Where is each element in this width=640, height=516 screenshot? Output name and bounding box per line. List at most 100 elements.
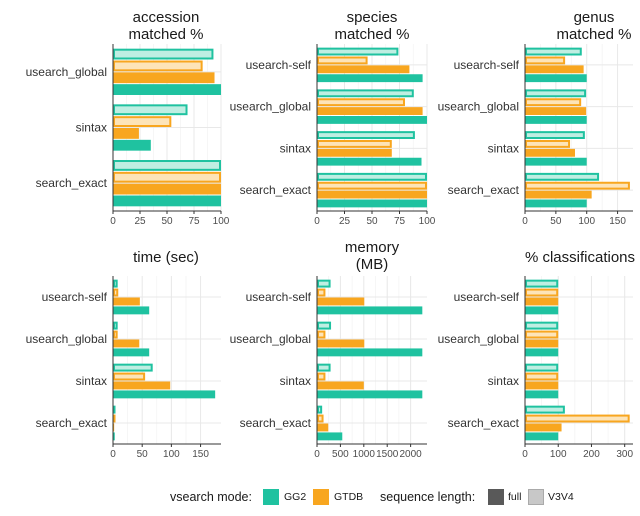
- bar-gg2-full: [525, 157, 587, 166]
- bar-gg2-v3v4: [525, 172, 600, 181]
- bar-gg2-v3v4: [525, 89, 587, 98]
- bar-gtdb-v3v4: [113, 330, 118, 339]
- x-tick-label: 100: [419, 216, 436, 227]
- bar-gtdb-full: [317, 339, 365, 348]
- legend-swatch-gtdb: [313, 489, 329, 505]
- bar-gtdb-v3v4: [525, 56, 566, 65]
- x-tick-label: 150: [609, 216, 626, 227]
- bar-gg2-full: [113, 84, 221, 95]
- category-label: usearch_global: [26, 332, 107, 346]
- bar-gtdb-v3v4: [525, 414, 630, 423]
- x-tick-label: 50: [550, 216, 562, 227]
- x-tick-label: 75: [188, 216, 200, 227]
- category-label: search_exact: [240, 183, 312, 197]
- category-label: sintax: [76, 121, 107, 135]
- x-tick-label: 0: [522, 449, 528, 460]
- bar-gtdb-v3v4: [525, 140, 571, 148]
- x-tick-label: 0: [110, 216, 116, 227]
- category-label: sintax: [488, 374, 519, 388]
- bar-gtdb-full: [113, 297, 140, 306]
- category-label: usearch-self: [454, 290, 520, 304]
- x-tick-label: 25: [339, 216, 351, 227]
- bar-gg2-v3v4: [525, 405, 565, 414]
- x-tick-label: 50: [161, 216, 173, 227]
- bar-gg2-v3v4: [113, 104, 188, 116]
- bar-gg2-v3v4: [525, 321, 559, 330]
- bar-gg2-v3v4: [317, 363, 331, 372]
- bar-gg2-v3v4: [525, 131, 585, 140]
- category-label: usearch_global: [230, 332, 311, 346]
- x-tick-label: 2000: [399, 449, 422, 460]
- bar-gg2-v3v4: [113, 405, 116, 414]
- bar-gg2-v3v4: [525, 363, 559, 372]
- legend: vsearch mode: GG2 GTDB sequence length: …: [0, 486, 640, 510]
- category-label: usearch_global: [438, 100, 519, 114]
- category-label: usearch_global: [26, 65, 107, 79]
- bar-gtdb-full: [525, 339, 559, 348]
- x-tick-label: 1000: [353, 449, 376, 460]
- bar-gtdb-v3v4: [317, 372, 326, 381]
- category-label: usearch_global: [438, 332, 519, 346]
- bar-gtdb-v3v4: [317, 330, 326, 339]
- bar-gg2-full: [113, 348, 150, 357]
- bar-gtdb-full: [525, 65, 584, 74]
- bar-gtdb-v3v4: [525, 181, 630, 190]
- legend-mode-title: vsearch mode:: [170, 490, 252, 504]
- panel-title: time (sec): [133, 249, 199, 266]
- bar-gg2-v3v4: [113, 279, 118, 288]
- bar-gtdb-v3v4: [113, 372, 146, 381]
- panel-title: matched %: [556, 26, 631, 43]
- legend-swatch-v3v4: [528, 489, 544, 505]
- bar-gg2-full: [525, 74, 587, 83]
- bar-gtdb-full: [113, 128, 139, 139]
- category-label: usearch_global: [230, 100, 311, 114]
- bar-gg2-v3v4: [113, 48, 214, 60]
- legend-label-gg2: GG2: [284, 491, 307, 503]
- bar-gg2-v3v4: [317, 279, 331, 288]
- legend-swatch-full: [488, 489, 504, 505]
- bar-gg2-v3v4: [317, 405, 323, 414]
- bar-gtdb-full: [317, 107, 423, 115]
- bar-gg2-full: [525, 348, 559, 357]
- x-tick-label: 500: [332, 449, 349, 460]
- bar-gtdb-full: [525, 423, 562, 432]
- bar-gtdb-full: [113, 423, 115, 432]
- legend-label-full: full: [508, 491, 522, 503]
- bar-gg2-v3v4: [525, 279, 559, 288]
- bar-gtdb-full: [113, 72, 215, 84]
- bar-gtdb-v3v4: [525, 372, 559, 381]
- bar-gg2-v3v4: [317, 131, 415, 140]
- bar-gg2-full: [113, 390, 216, 399]
- bar-gg2-v3v4: [317, 47, 399, 56]
- bar-gtdb-full: [317, 381, 364, 390]
- bar-gg2-full: [113, 432, 115, 441]
- legend-length-title: sequence length:: [380, 490, 476, 504]
- bar-gg2-full: [525, 390, 559, 399]
- bar-gg2-v3v4: [317, 321, 332, 330]
- bar-gtdb-full: [113, 381, 171, 390]
- legend-label-gtdb: GTDB: [334, 491, 364, 503]
- panel-title: matched %: [128, 26, 203, 43]
- bar-gg2-full: [317, 432, 343, 441]
- category-label: search_exact: [448, 416, 520, 430]
- x-tick-label: 50: [137, 449, 149, 460]
- x-tick-label: 0: [314, 216, 320, 227]
- category-label: search_exact: [240, 416, 312, 430]
- legend-label-v3v4: V3V4: [548, 491, 574, 503]
- bar-gtdb-v3v4: [317, 56, 368, 65]
- bar-gtdb-v3v4: [113, 116, 172, 127]
- bar-gg2-v3v4: [525, 47, 582, 56]
- bar-gg2-full: [317, 306, 423, 315]
- bar-gg2-full: [317, 157, 422, 166]
- bar-gtdb-full: [317, 148, 392, 157]
- category-label: usearch-self: [42, 290, 108, 304]
- bar-gtdb-v3v4: [113, 288, 119, 297]
- bar-gtdb-v3v4: [317, 181, 427, 190]
- legend-swatch-gg2: [263, 489, 279, 505]
- bar-gtdb-full: [113, 339, 140, 348]
- bar-gg2-v3v4: [113, 363, 153, 372]
